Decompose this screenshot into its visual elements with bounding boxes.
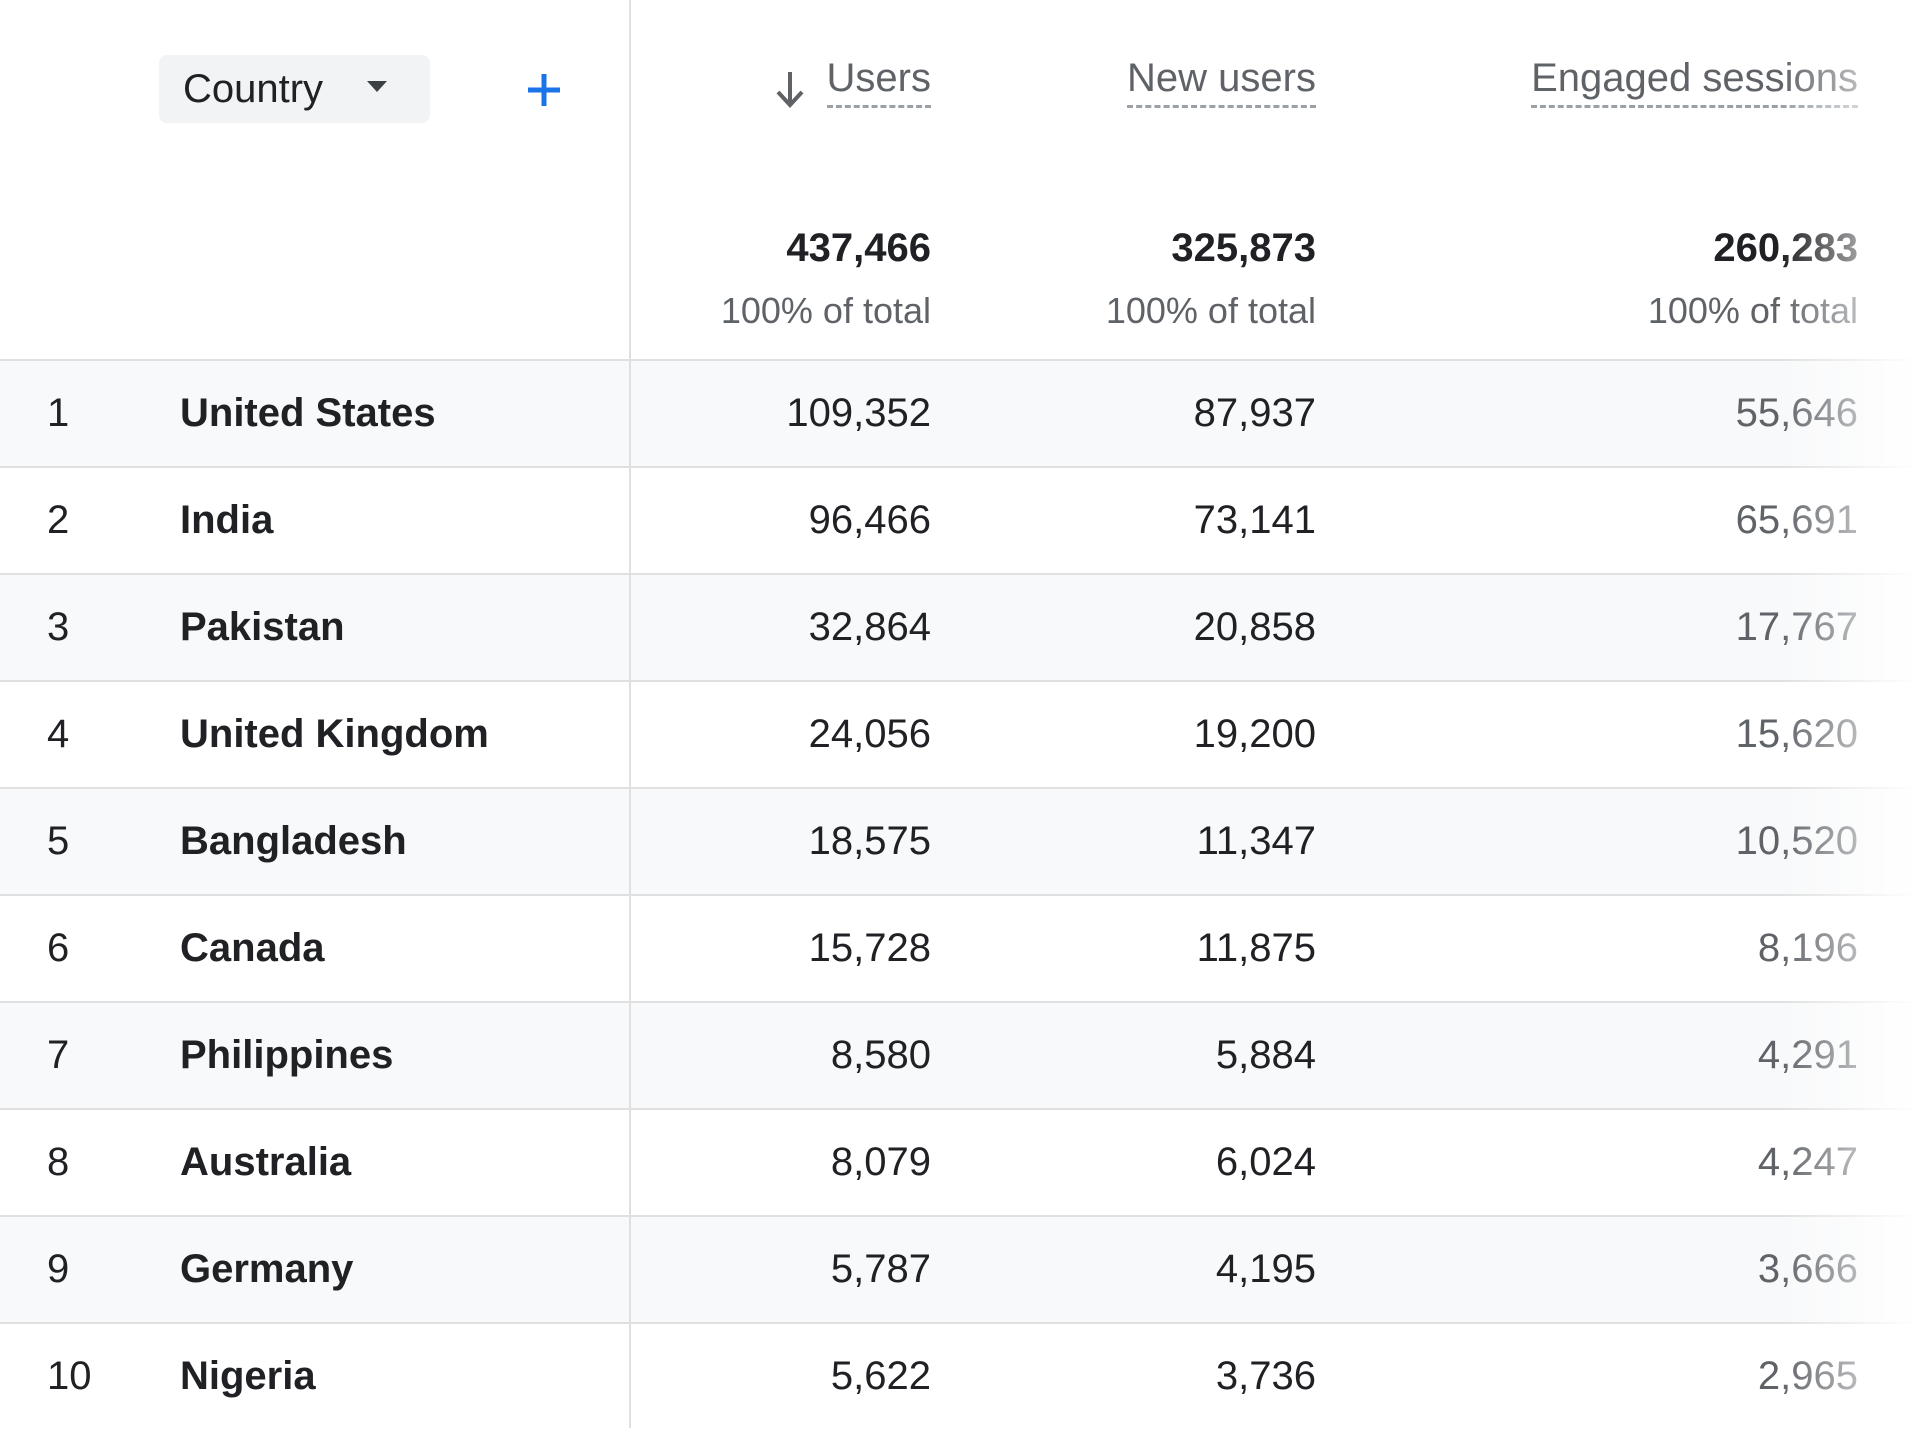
metric-value: 4,195 — [1215, 1247, 1316, 1291]
total-share: 100% of total — [1647, 290, 1858, 331]
metric-value: 96,466 — [808, 498, 931, 542]
total-value: 260,283 — [1713, 226, 1858, 270]
rank: 9 — [47, 1247, 70, 1291]
dimension-label: Country — [183, 67, 324, 111]
table-row[interactable]: 8 Australia 8,079 6,024 4,247 — [0, 1108, 1920, 1215]
metric-value: 15,620 — [1735, 712, 1858, 756]
country: Bangladesh — [180, 819, 407, 863]
country: Canada — [180, 926, 325, 970]
table-row[interactable]: 4 United Kingdom 24,056 19,200 15,620 — [0, 680, 1920, 787]
country: Philippines — [180, 1033, 394, 1077]
sort-icon — [776, 72, 804, 108]
metric-value: 87,937 — [1193, 391, 1316, 435]
metric-value: 8,580 — [830, 1033, 931, 1077]
rank: 6 — [47, 926, 70, 970]
total-value: 437,466 — [786, 226, 931, 270]
metric-value: 6,024 — [1215, 1140, 1316, 1184]
table-row[interactable]: 2 India 96,466 73,141 65,691 — [0, 466, 1920, 573]
rank: 2 — [47, 498, 70, 542]
metric-value: 65,691 — [1735, 498, 1858, 542]
total-share: 100% of total — [1105, 290, 1316, 331]
metric-value: 18,575 — [808, 819, 931, 863]
table-row[interactable]: 10 Nigeria 5,622 3,736 2,965 — [0, 1322, 1920, 1429]
rank: 4 — [47, 712, 70, 756]
metric-value: 3,736 — [1215, 1354, 1316, 1398]
metric-value: 32,864 — [808, 605, 931, 649]
add-dimension-button[interactable] — [524, 70, 564, 110]
rank: 1 — [47, 391, 70, 435]
metric-value: 2,965 — [1757, 1354, 1858, 1398]
total-share: 100% of total — [720, 290, 931, 331]
metric-value: 8,196 — [1757, 926, 1858, 970]
dropdown-icon — [367, 81, 387, 92]
rank: 5 — [47, 819, 70, 863]
rank: 8 — [47, 1140, 70, 1184]
country: Germany — [180, 1247, 354, 1291]
metric-value: 20,858 — [1193, 605, 1316, 649]
column-header[interactable]: New users — [1127, 56, 1316, 108]
metric-value: 8,079 — [830, 1140, 931, 1184]
metric-value: 5,884 — [1215, 1033, 1316, 1077]
metric-value: 5,622 — [830, 1354, 931, 1398]
table-row[interactable]: 9 Germany 5,787 4,195 3,666 — [0, 1215, 1920, 1322]
country: United Kingdom — [180, 712, 489, 756]
metric-value: 55,646 — [1735, 391, 1858, 435]
metric-value: 17,767 — [1735, 605, 1858, 649]
table-row[interactable]: 6 Canada 15,728 11,875 8,196 — [0, 894, 1920, 1001]
metric-value: 5,787 — [830, 1247, 931, 1291]
country: India — [180, 498, 274, 542]
metric-value: 4,247 — [1757, 1140, 1858, 1184]
country: Pakistan — [180, 605, 345, 649]
column-divider — [629, 0, 631, 1428]
country: United States — [180, 391, 436, 435]
country: Nigeria — [180, 1354, 316, 1398]
column-header[interactable]: Users — [826, 56, 931, 108]
table-row[interactable]: 7 Philippines 8,580 5,884 4,291 — [0, 1001, 1920, 1108]
metric-value: 10,520 — [1735, 819, 1858, 863]
metric-value: 3,666 — [1757, 1247, 1858, 1291]
metric-value: 4,291 — [1757, 1033, 1858, 1077]
metric-value: 24,056 — [808, 712, 931, 756]
metric-value: 15,728 — [808, 926, 931, 970]
table-row[interactable]: 3 Pakistan 32,864 20,858 17,767 — [0, 573, 1920, 680]
table-row[interactable]: 1 United States 109,352 87,937 55,646 — [0, 359, 1920, 466]
total-value: 325,873 — [1171, 226, 1316, 270]
country: Australia — [180, 1140, 352, 1184]
rank: 7 — [47, 1033, 70, 1077]
metric-value: 11,875 — [1196, 926, 1316, 970]
metric-value: 11,347 — [1196, 819, 1316, 863]
table-row[interactable]: 5 Bangladesh 18,575 11,347 10,520 — [0, 787, 1920, 894]
metric-value: 109,352 — [786, 391, 931, 435]
rank: 3 — [47, 605, 70, 649]
metric-value: 19,200 — [1193, 712, 1316, 756]
rank: 10 — [47, 1354, 92, 1398]
metric-value: 73,141 — [1193, 498, 1316, 542]
dimension-selector[interactable]: Country — [159, 55, 430, 123]
column-header[interactable]: Engaged sessions — [1531, 56, 1858, 108]
